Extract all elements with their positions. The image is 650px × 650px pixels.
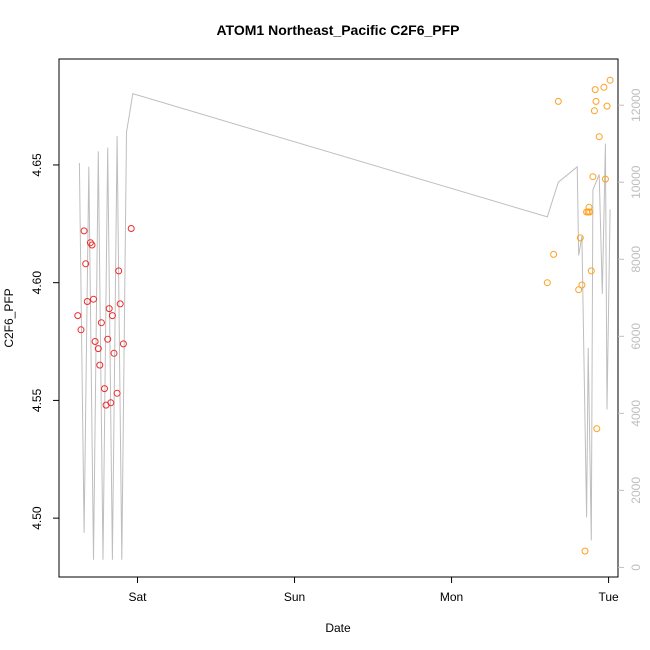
axes-layer: Sat Sun Mon Tue 4.50 4.55 4.60 4.65 0 2000 4000 600… bbox=[30, 58, 643, 604]
altitude-line bbox=[78, 93, 611, 560]
data-point-s0-9 bbox=[94, 345, 102, 353]
data-point-s1-9 bbox=[585, 203, 593, 211]
chart-title: ATOM1 Northeast_Pacific C2F6_PFP bbox=[216, 22, 459, 38]
data-point-s1-1 bbox=[550, 250, 558, 258]
y-tick-label-2: 4.60 bbox=[30, 271, 44, 295]
data-point-s0-14 bbox=[104, 335, 112, 343]
data-point-s1-14 bbox=[591, 86, 599, 94]
data-point-s1-5 bbox=[578, 281, 586, 289]
data-point-s0-4 bbox=[83, 298, 91, 305]
data-point-s1-21 bbox=[606, 76, 614, 84]
data-point-s0-20 bbox=[115, 267, 123, 275]
x-tick-label-0: Sat bbox=[129, 590, 148, 604]
x-tick-label-3: Tue bbox=[598, 590, 619, 604]
data-point-s1-6 bbox=[581, 547, 589, 555]
y-tick-label-3: 4.65 bbox=[30, 153, 44, 177]
data-point-s0-17 bbox=[108, 312, 116, 320]
data-point-s0-16 bbox=[107, 399, 115, 407]
y2-tick-label-4: 8000 bbox=[629, 246, 643, 273]
plot-frame bbox=[58, 58, 619, 578]
y2-tick-label-1: 2000 bbox=[629, 477, 643, 504]
data-point-s0-23 bbox=[127, 225, 135, 232]
data-point-s1-4 bbox=[576, 234, 584, 242]
y2-tick-label-6: 12000 bbox=[629, 88, 643, 122]
data-point-s1-18 bbox=[600, 83, 608, 91]
data-point-s0-7 bbox=[90, 295, 97, 303]
data-point-s1-17 bbox=[595, 133, 603, 141]
y-tick-label-1: 4.55 bbox=[30, 388, 44, 412]
data-point-s1-13 bbox=[590, 107, 598, 115]
data-point-s0-3 bbox=[82, 260, 90, 268]
data-point-s0-2 bbox=[80, 227, 88, 235]
y2-tick-label-2: 4000 bbox=[629, 400, 643, 427]
data-point-s0-6 bbox=[88, 241, 96, 249]
data-point-s0-21 bbox=[116, 300, 124, 308]
y2-tick-label-3: 6000 bbox=[629, 323, 643, 350]
data-point-s1-3 bbox=[575, 286, 583, 294]
y2-tick-label-5: 10000 bbox=[629, 165, 643, 199]
data-point-s1-11 bbox=[587, 267, 595, 275]
data-point-s1-2 bbox=[554, 97, 562, 105]
data-point-s1-16 bbox=[593, 425, 601, 433]
y2-tick-label-0: 0 bbox=[629, 564, 643, 571]
data-point-s1-12 bbox=[589, 173, 597, 181]
data-point-s0-12 bbox=[101, 385, 108, 393]
x-tick-label-1: Sun bbox=[284, 590, 305, 604]
x-tick-label-2: Mon bbox=[440, 590, 463, 604]
data-point-s1-10 bbox=[586, 208, 594, 216]
altitude-layer bbox=[78, 93, 611, 560]
y-axis-label: C2F6_PFP bbox=[2, 288, 16, 347]
data-point-s0-11 bbox=[97, 319, 105, 327]
data-point-s0-15 bbox=[105, 305, 113, 313]
data-point-s1-19 bbox=[601, 175, 609, 183]
points-layer bbox=[74, 76, 614, 555]
data-point-s1-20 bbox=[603, 102, 611, 110]
data-point-s0-1 bbox=[77, 326, 85, 334]
x-axis-label: Date bbox=[325, 621, 351, 635]
data-point-s0-18 bbox=[110, 349, 118, 357]
data-point-s1-15 bbox=[592, 97, 600, 105]
data-point-s0-22 bbox=[119, 340, 127, 348]
data-point-s0-10 bbox=[96, 361, 104, 369]
data-point-s0-8 bbox=[91, 338, 99, 345]
data-point-s0-0 bbox=[74, 312, 82, 320]
data-point-s0-19 bbox=[113, 389, 121, 397]
y-tick-label-0: 4.50 bbox=[30, 506, 44, 530]
data-point-s1-0 bbox=[543, 279, 551, 287]
